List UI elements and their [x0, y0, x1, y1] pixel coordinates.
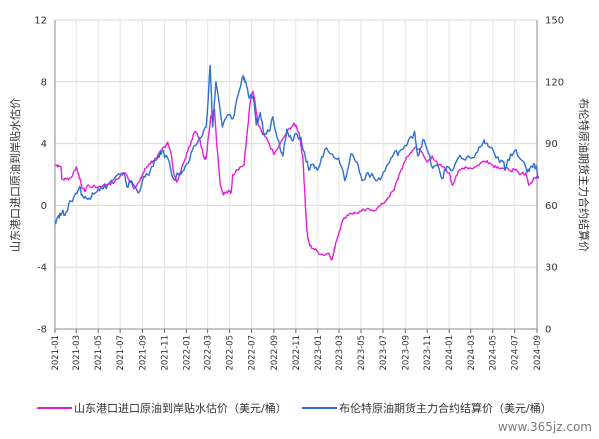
legend-label-brent: 布伦特原油期货主力合约结算价（美元/桶） [339, 401, 552, 415]
y-right-tick-label: 150 [545, 16, 564, 27]
x-tick-label: 2024-05 [489, 335, 499, 371]
x-tick-label: 2021-07 [116, 335, 126, 371]
x-tick-label: 2022-03 [204, 335, 214, 371]
x-tick-label: 2021-05 [94, 335, 104, 371]
y-right-tick-label: 30 [545, 263, 558, 274]
x-tick-label: 2022-05 [226, 335, 236, 371]
x-tick-label: 2024-03 [467, 335, 477, 371]
x-tick-label: 2021-01 [51, 335, 61, 371]
x-tick-label: 2023-03 [335, 335, 345, 371]
watermark-text: www.365jz.com [498, 420, 592, 434]
left-axis-title: 山东港口进口原油到岸贴水估价 [8, 98, 22, 252]
x-tick-label: 2023-07 [379, 335, 389, 371]
series-line-discount [54, 90, 538, 261]
y-left-tick-label: 0 [41, 201, 47, 212]
x-tick-label: 2021-11 [160, 335, 170, 371]
series-line-brent [54, 64, 540, 225]
x-tick-label: 2022-11 [292, 335, 302, 371]
x-tick-label: 2022-07 [248, 335, 258, 371]
x-tick-label: 2023-05 [357, 335, 367, 371]
legend: 山东港口进口原油到岸贴水估价（美元/桶） 布伦特原油期货主力合约结算价（美元/桶… [37, 401, 552, 415]
y-left-tick-label: 4 [41, 139, 47, 150]
x-tick-label: 2023-01 [314, 335, 324, 371]
x-tick-label: 2024-09 [533, 335, 543, 371]
x-tick-label: 2024-01 [445, 335, 455, 371]
x-tick-label: 2023-09 [401, 335, 411, 371]
y-left-tick-label: 12 [34, 16, 47, 27]
y-right-tick-label: 90 [545, 139, 558, 150]
x-tick-label: 2023-11 [423, 335, 433, 371]
x-tick-label: 2022-09 [270, 335, 280, 371]
right-axis-title: 布伦特原油期货主力合约结算价 [577, 98, 591, 252]
y-left-tick-label: -4 [37, 263, 47, 274]
y-left-tick-label: 8 [41, 77, 47, 88]
y-right-tick-label: 60 [545, 201, 558, 212]
series-lines [54, 64, 540, 261]
legend-label-discount: 山东港口进口原油到岸贴水估价（美元/桶） [74, 401, 287, 415]
x-tick-label: 2021-09 [138, 335, 148, 371]
y-left-tick-label: -8 [37, 325, 47, 336]
y-right-tick-label: 120 [545, 77, 564, 88]
y-right-tick-label: 0 [545, 325, 551, 336]
x-tick-label: 2021-03 [72, 335, 82, 371]
x-tick-label: 2024-07 [511, 335, 521, 371]
x-tick-label: 2022-01 [182, 335, 192, 371]
